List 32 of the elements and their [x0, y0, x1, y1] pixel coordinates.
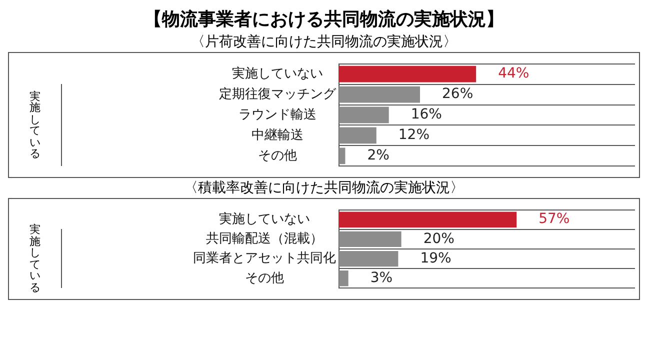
chart-subtitle: 〈積載率改善に向けた共同物流の実施状況〉 [183, 179, 465, 198]
data-label: 16% [410, 106, 442, 123]
bar [339, 148, 346, 164]
bar [339, 86, 420, 103]
data-label: 26% [442, 86, 474, 102]
y-tick-label: その他 [258, 148, 297, 164]
data-label: 3% [370, 270, 393, 286]
bar [339, 231, 402, 248]
bar [339, 270, 348, 286]
y-tick-label: 共同輸配送（混載） [206, 232, 323, 247]
bar [339, 250, 398, 267]
text: 実施している [29, 223, 41, 294]
bar [339, 127, 376, 144]
bar [339, 212, 517, 228]
data-label: 44% [498, 66, 530, 82]
data-label: 20% [423, 230, 454, 247]
y-tick-label: 定期往復マッチング [219, 86, 337, 102]
chart-subtitle: 〈片荷改善に向けた共同物流の実施状況〉 [190, 33, 458, 52]
y-tick-label: 同業者とアセット共同化 [193, 251, 336, 266]
text: 実施している [29, 90, 41, 160]
data-label: 2% [367, 148, 390, 164]
bar [339, 66, 476, 82]
y-tick-label: 実施していない [232, 65, 323, 82]
bar [339, 106, 389, 124]
data-label: 19% [420, 250, 452, 266]
y-tick-label: 実施していない [219, 210, 310, 227]
y-tick-label: ラウンド輸送 [238, 107, 316, 122]
y-tick-label: 中継輸送 [252, 128, 304, 143]
data-label: 57% [538, 211, 570, 228]
data-label: 12% [398, 127, 430, 144]
y-tick-label: その他 [245, 270, 284, 286]
chart-title: 【物流事業者における共同物流の実施状況】 [143, 8, 505, 32]
